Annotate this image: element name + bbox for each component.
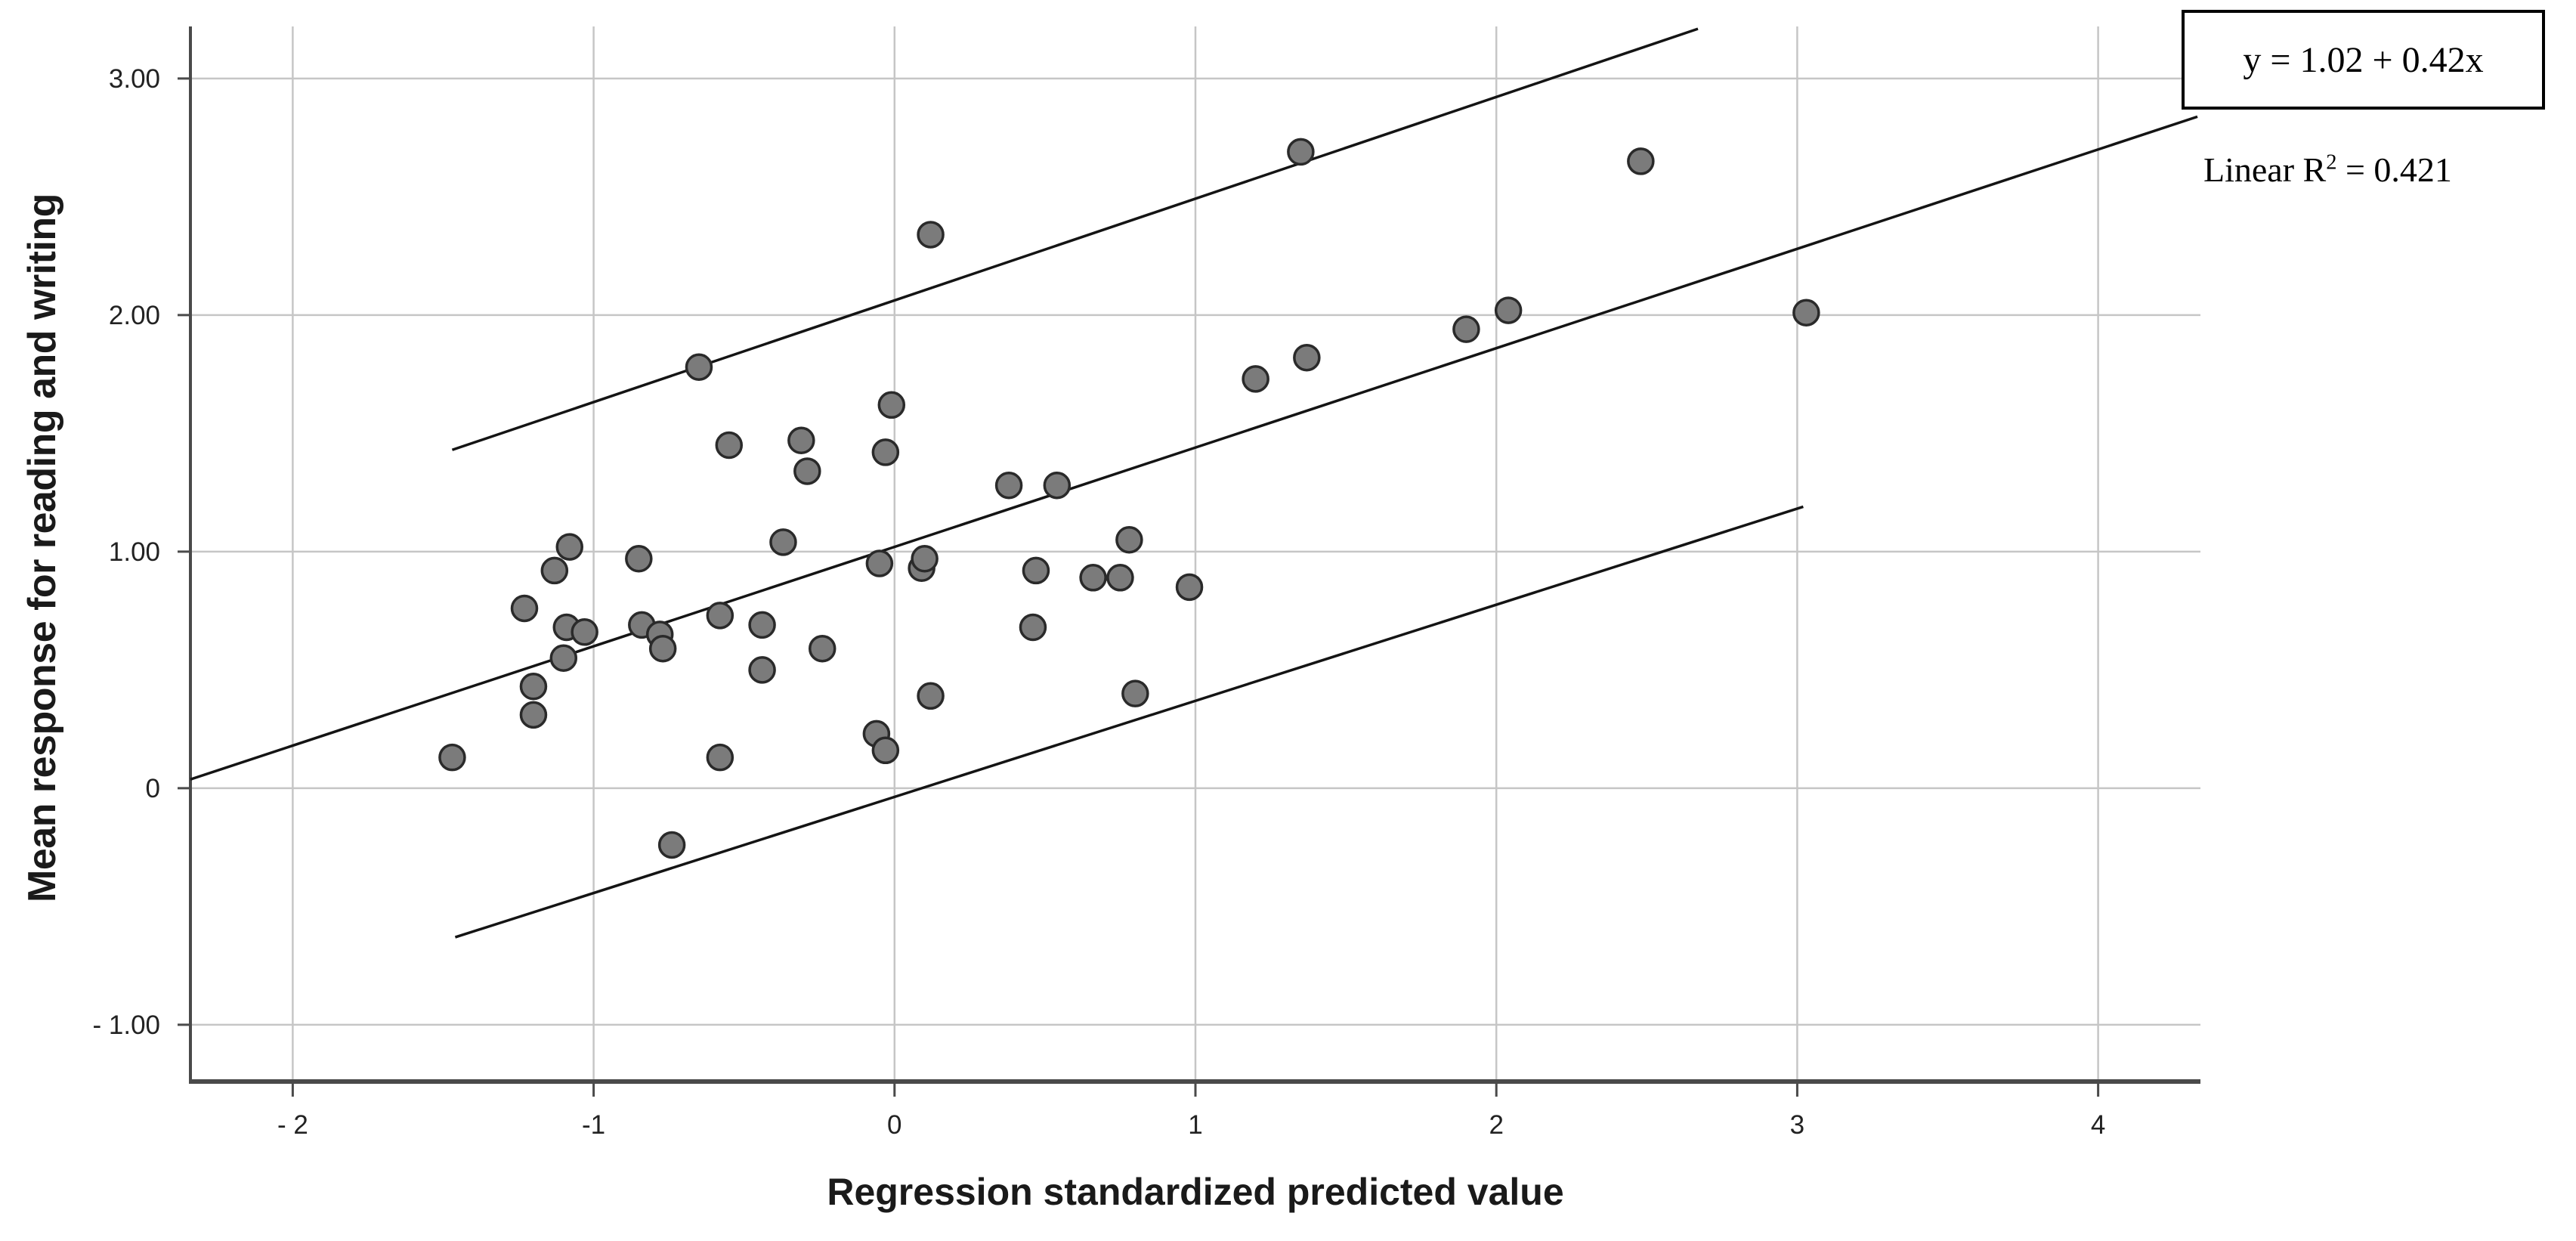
data-point: [685, 353, 713, 381]
data-point: [1106, 564, 1134, 592]
data-point: [769, 528, 797, 556]
data-point: [871, 736, 900, 765]
x-tick-label: 1: [1188, 1110, 1202, 1140]
x-axis-title: Regression standardized predicted value: [827, 1171, 1564, 1213]
data-point: [648, 634, 677, 663]
data-point: [917, 221, 945, 249]
data-point: [1627, 147, 1655, 175]
y-tick-label: 3.00: [109, 64, 160, 94]
y-tick-label: 0: [146, 774, 160, 803]
data-point: [917, 682, 945, 710]
regression-lines: [190, 27, 2198, 939]
data-point: [1079, 564, 1107, 592]
data-point: [1022, 556, 1050, 585]
equation-box: y = 1.02 + 0.42x: [2182, 10, 2545, 110]
data-point: [1452, 315, 1480, 343]
r-squared-prefix: Linear R: [2203, 150, 2327, 189]
data-point: [1287, 138, 1315, 166]
data-point: [657, 831, 686, 859]
data-point: [865, 549, 894, 577]
data-point: [706, 602, 734, 630]
data-point: [1494, 296, 1523, 324]
y-axis-title: Mean response for reading and writing: [20, 193, 64, 902]
data-point: [1115, 525, 1143, 554]
y-tick-label: 2.00: [109, 301, 160, 330]
data-point: [540, 556, 569, 585]
data-point: [877, 391, 906, 419]
lower-band-line: [454, 505, 1804, 939]
data-point: [871, 438, 900, 466]
upper-band-line: [451, 27, 1699, 451]
axes: [189, 26, 2200, 1084]
x-tick-label: 0: [887, 1110, 901, 1140]
x-tick-label: -1: [582, 1110, 605, 1140]
data-point: [555, 533, 583, 561]
data-points: [438, 138, 1820, 859]
y-tick-label: - 1.00: [93, 1010, 161, 1040]
data-point: [715, 431, 744, 460]
data-point: [787, 426, 815, 455]
r-squared-value: = 0.421: [2336, 150, 2452, 189]
data-point: [519, 701, 548, 729]
data-point: [1175, 573, 1204, 602]
tick-labels: - 2 -1 0 1 2 3 4 3.00 2.00 1.00 0 - 1.00: [93, 64, 2106, 1140]
data-point: [1293, 343, 1321, 372]
x-tick-label: 3: [1790, 1110, 1804, 1140]
data-point: [748, 656, 776, 684]
data-point: [808, 634, 837, 663]
r-squared-label: Linear R2 = 0.421: [2203, 150, 2452, 190]
x-tick-label: 2: [1489, 1110, 1503, 1140]
data-point: [1242, 365, 1269, 393]
tick-marks: [178, 77, 2100, 1097]
data-point: [748, 611, 776, 639]
data-point: [706, 743, 734, 772]
data-point: [549, 644, 578, 672]
gridlines: [190, 26, 2200, 1082]
x-tick-label: - 2: [277, 1110, 308, 1140]
data-point: [571, 618, 598, 646]
data-point: [911, 545, 939, 573]
data-point: [510, 594, 539, 623]
x-tick-label: 4: [2091, 1110, 2105, 1140]
data-point: [1792, 299, 1820, 326]
equation-text: y = 1.02 + 0.42x: [2243, 39, 2484, 80]
data-point: [1019, 613, 1047, 642]
data-point: [1121, 679, 1149, 707]
data-point: [793, 457, 821, 485]
data-point: [438, 743, 466, 772]
data-point: [994, 471, 1023, 500]
data-point: [1043, 471, 1072, 500]
data-point: [625, 545, 653, 573]
r-squared-superscript: 2: [2326, 150, 2337, 175]
data-point: [519, 673, 548, 701]
fit-line: [190, 115, 2198, 781]
y-tick-label: 1.00: [109, 537, 160, 567]
